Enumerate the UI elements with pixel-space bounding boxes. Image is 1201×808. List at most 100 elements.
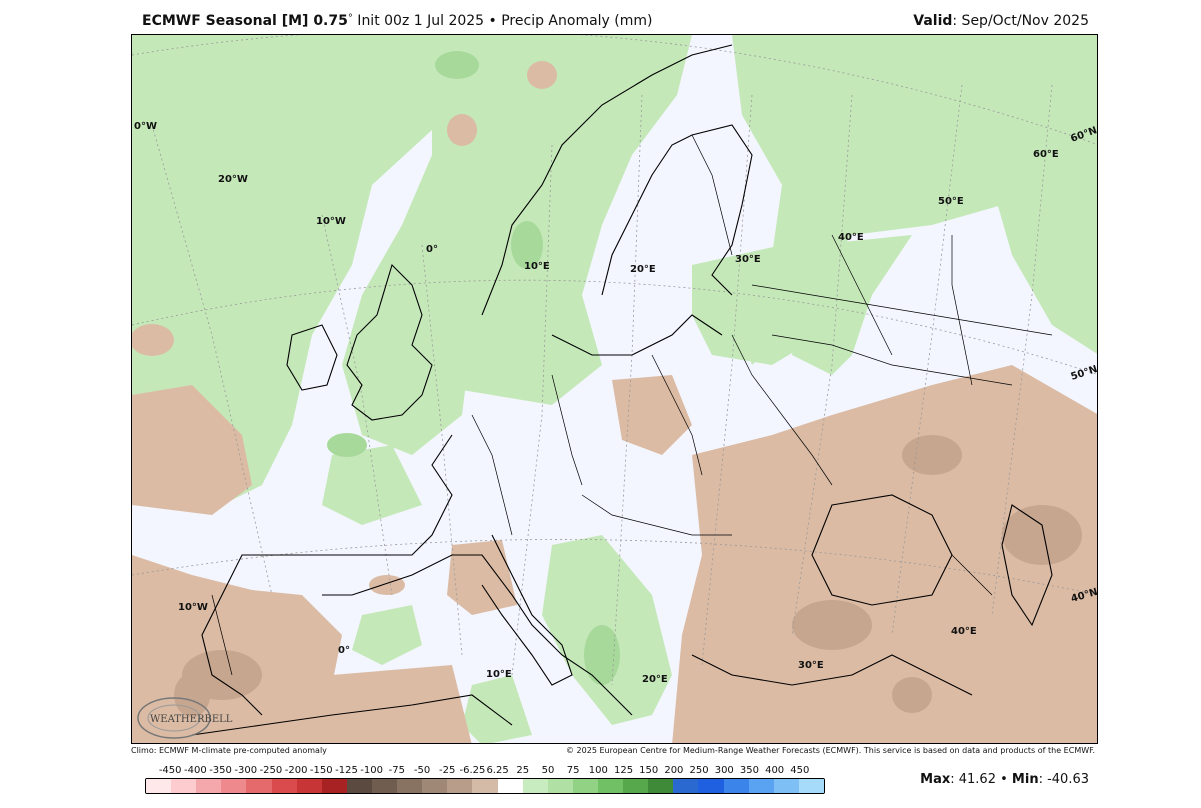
dry-anomaly-stronger bbox=[174, 435, 1082, 717]
colorbar-swatch bbox=[623, 779, 649, 793]
map-svg: 0°W 20°W 10°W 0° 10°E 20°E 30°E 40°E 50°… bbox=[132, 35, 1097, 743]
label-lon-40e-bottom: 40°E bbox=[951, 626, 977, 637]
wet-region-italy-south bbox=[462, 675, 532, 743]
coast-caspian bbox=[1001, 504, 1053, 627]
coastlines bbox=[191, 44, 1053, 736]
colorbar-tick-label: 450 bbox=[790, 765, 810, 776]
colorbar-swatch bbox=[296, 779, 322, 793]
border-france-germany bbox=[471, 414, 513, 536]
colorbar-tick-label: -50 bbox=[413, 765, 431, 776]
wet-core-norway bbox=[511, 221, 543, 269]
colorbar-swatch bbox=[371, 779, 398, 793]
colorbar-swatch bbox=[472, 779, 498, 793]
coast-africa bbox=[191, 694, 513, 736]
colorbar-swatch bbox=[422, 779, 448, 793]
wet-region-france-coast bbox=[322, 445, 422, 525]
dry-region-west-atlantic bbox=[132, 324, 174, 356]
colorbar-swatch bbox=[221, 779, 247, 793]
colorbar-swatch bbox=[547, 779, 573, 793]
label-lon-40e-top: 40°E bbox=[838, 232, 864, 243]
label-lon-10w-top: 10°W bbox=[316, 216, 346, 227]
dry-core-caspian bbox=[902, 435, 962, 475]
label-lon-0-top: 0° bbox=[426, 244, 438, 255]
border-balkans bbox=[581, 494, 732, 536]
colorbar-tick-label: -300 bbox=[234, 765, 258, 776]
max-min-stats: Max: 41.62 • Min: -40.63 bbox=[920, 772, 1089, 787]
colorbar-swatch bbox=[648, 779, 674, 793]
colorbar-tick-label: -6.25 bbox=[459, 765, 486, 776]
label-lon-20e-bottom: 20°E bbox=[642, 674, 668, 685]
logo-text: WEATHERBELL bbox=[150, 714, 233, 725]
colorbar-swatch bbox=[447, 779, 473, 793]
meridian-50e bbox=[891, 84, 963, 636]
colorbar-tick-label: 350 bbox=[739, 765, 759, 776]
colorbar-swatch bbox=[196, 779, 222, 793]
meridian-10e bbox=[511, 144, 553, 676]
colorbar-tick-label: 25 bbox=[516, 765, 530, 776]
label-lon-60e-top: 60°E bbox=[1033, 149, 1059, 160]
valid-period: Valid: Sep/Oct/Nov 2025 bbox=[913, 13, 1089, 29]
map-panel[interactable]: 0°W 20°W 10°W 0° 10°E 20°E 30°E 40°E 50°… bbox=[131, 34, 1098, 744]
wet-anomaly-stronger bbox=[327, 51, 620, 685]
colorbar-tick-label: -200 bbox=[284, 765, 308, 776]
degree-symbol: ° bbox=[347, 13, 353, 24]
colorbar-tick-label: -125 bbox=[335, 765, 358, 776]
colorbar-swatch bbox=[572, 779, 598, 793]
meridian-10w bbox=[321, 214, 393, 596]
colorbar-swatch bbox=[748, 779, 774, 793]
border-russia-regions-3 bbox=[831, 234, 893, 356]
coast-west-europe bbox=[201, 434, 453, 716]
logo-swirl-icon bbox=[137, 697, 211, 739]
dry-region-black-sea bbox=[672, 365, 1097, 743]
colorbar-swatch bbox=[597, 779, 624, 793]
country-borders bbox=[211, 134, 1053, 676]
border-russia-regions bbox=[751, 284, 1053, 336]
model-name: ECMWF Seasonal [M] 0.75 bbox=[142, 13, 348, 29]
colorbar-swatch bbox=[146, 779, 172, 793]
dry-region-barents bbox=[527, 61, 557, 89]
coast-black-sea bbox=[811, 494, 953, 606]
colorbar-swatch bbox=[171, 779, 197, 793]
parallel-50n bbox=[132, 279, 1097, 375]
label-lon-0-bottom: 0° bbox=[338, 645, 350, 656]
coast-britain bbox=[346, 263, 433, 421]
meridian-30e bbox=[701, 94, 753, 666]
colorbar-swatch bbox=[773, 779, 799, 793]
colorbar-tick-label: -100 bbox=[360, 765, 384, 776]
coast-sweden-finland bbox=[601, 124, 753, 296]
coast-italy bbox=[481, 534, 573, 686]
coast-mediterranean-north bbox=[322, 554, 633, 716]
colorbar-swatch bbox=[673, 779, 699, 793]
border-turkey-caucasus bbox=[951, 554, 993, 596]
min-label: Min bbox=[1011, 772, 1039, 787]
wet-region-urals bbox=[992, 85, 1097, 354]
colorbar-tick-label: 300 bbox=[714, 765, 734, 776]
border-spain-portugal bbox=[211, 594, 233, 676]
wet-anomaly-regions bbox=[132, 35, 1097, 743]
max-label: Max bbox=[920, 772, 951, 787]
border-russia-regions-2 bbox=[771, 334, 1013, 386]
colorbar-swatch bbox=[798, 779, 824, 793]
label-lon-0w-top: 0°W bbox=[134, 121, 157, 132]
meridian-60e bbox=[991, 84, 1053, 616]
label-lon-20w-top: 20°W bbox=[218, 174, 248, 185]
dry-region-north-africa bbox=[332, 665, 472, 743]
wet-core-channel bbox=[327, 433, 367, 457]
border-germany-poland bbox=[551, 374, 583, 486]
border-finland-russia bbox=[691, 134, 733, 256]
border-poland-east bbox=[651, 354, 703, 476]
label-lon-10w-bottom: 10°W bbox=[178, 602, 208, 613]
label-lon-20e-top: 20°E bbox=[630, 264, 656, 275]
colorbar-swatch bbox=[698, 779, 724, 793]
wet-core-adriatic bbox=[584, 625, 620, 685]
dry-region-atlantic-azores bbox=[132, 385, 252, 515]
label-lon-10e-bottom: 10°E bbox=[486, 669, 512, 680]
colorbar-ticks: -450 -400 -350 -300 -250 -200 -150 -125 -100 -75-… bbox=[145, 765, 825, 777]
copyright-note: © 2025 European Centre for Medium-Range … bbox=[566, 746, 1095, 755]
wet-region-north-atlantic bbox=[132, 35, 462, 505]
colorbar-tick-label: -75 bbox=[388, 765, 406, 776]
init-text: Init 00z 1 Jul 2025 • Precip Anomaly (mm… bbox=[352, 13, 653, 29]
label-lon-30e-top: 30°E bbox=[735, 254, 761, 265]
valid-value: : Sep/Oct/Nov 2025 bbox=[952, 13, 1089, 29]
parallel-60n bbox=[132, 35, 1097, 145]
